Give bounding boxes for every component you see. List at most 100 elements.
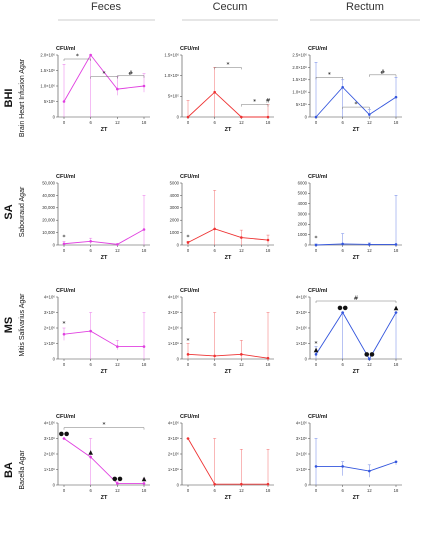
y-tick-label: 1.0×10⁶ — [164, 73, 179, 78]
y-axis-title: CFU/ml — [308, 46, 328, 52]
significance-label: * — [187, 338, 190, 345]
significance-bracket — [342, 106, 370, 110]
y-axis-title: CFU/ml — [308, 174, 328, 180]
data-point — [213, 90, 216, 94]
y-tick-label: 2×10⁶ — [296, 451, 307, 456]
x-tick-label: 12 — [115, 248, 120, 253]
y-tick-label: 2×10⁶ — [44, 325, 55, 330]
y-tick-label: 5000 — [170, 180, 180, 185]
data-point — [314, 465, 318, 468]
significance-label: # — [265, 97, 270, 104]
x-tick-label: 0 — [187, 362, 190, 367]
y-tick-label: 5000 — [298, 191, 308, 196]
chart-ba-cecum: 0 1×10⁶ 2×10⁶ 3×10⁶ 4×10⁶ 0 6 12 18 CFU/ml ZT — [168, 414, 274, 501]
x-axis-title: ZT — [225, 495, 232, 501]
y-tick-label: 1.0×10⁶ — [40, 83, 55, 88]
y-axis-title: CFU/ml — [56, 414, 76, 420]
row-label-sa-name: Sabouraud Agar — [19, 186, 26, 237]
x-tick-label: 0 — [315, 488, 318, 493]
significance-bracket — [214, 67, 242, 70]
y-tick-label: 5×10⁵ — [44, 99, 55, 104]
y-tick-label: 1×10⁶ — [44, 467, 55, 472]
y-axis-title: CFU/ml — [56, 46, 76, 52]
x-tick-label: 12 — [239, 248, 244, 253]
x-axis-title: ZT — [225, 369, 232, 375]
series-line — [315, 311, 397, 360]
series-line — [187, 91, 268, 118]
y-tick-label: 4×10⁶ — [296, 294, 307, 299]
y-axis-title: CFU/ml — [308, 288, 328, 294]
x-tick-label: 18 — [142, 248, 147, 253]
y-tick-label: 5×10⁵ — [296, 102, 307, 107]
y-axis-title: CFU/ml — [180, 46, 200, 52]
chart-ms-cecum: 0 1×10⁶ 2×10⁶ 3×10⁶ 4×10⁶ 0 6 12 18 CFU/ml ZT * — [168, 288, 274, 375]
chart-ba-rectum: 0 1×10⁶ 2×10⁶ 3×10⁶ 4×10⁶ 0 6 12 18 CFU/ml ZT — [296, 414, 402, 501]
x-tick-label: 6 — [213, 362, 216, 367]
y-axis-title: CFU/ml — [180, 414, 200, 420]
x-axis-title: ZT — [353, 369, 360, 375]
y-tick-label: 2000 — [298, 222, 308, 227]
y-tick-label: 6000 — [298, 180, 308, 185]
y-tick-label: 3×10⁶ — [296, 310, 307, 315]
point-mark: ▲ — [88, 449, 93, 456]
series-line — [63, 330, 144, 348]
row-label-ba-abbr: BA — [3, 462, 15, 478]
y-axis-title: CFU/ml — [56, 174, 76, 180]
significance-bracket — [315, 77, 343, 80]
x-tick-label: 6 — [213, 248, 216, 253]
chart-ba-feces: 0 1×10⁶ 2×10⁶ 3×10⁶ 4×10⁶ 0 6 12 18 CFU/ml ZT * ●● ▲ ●… — [44, 414, 150, 501]
x-axis-title: ZT — [101, 127, 108, 133]
data-point — [116, 345, 119, 348]
x-tick-label: 12 — [115, 120, 120, 125]
row-label-ms-abbr: MS — [3, 317, 15, 334]
point-mark: ▲ — [314, 346, 319, 353]
x-axis-title: ZT — [353, 255, 360, 261]
x-axis-title: ZT — [101, 255, 108, 261]
x-tick-label: 0 — [63, 120, 66, 125]
x-tick-label: 12 — [367, 120, 372, 125]
x-tick-label: 0 — [315, 248, 318, 253]
data-point — [142, 482, 146, 485]
data-point — [368, 113, 371, 116]
y-tick-label: 0 — [177, 482, 180, 487]
significance-bracket — [315, 300, 397, 303]
significance-label: * — [63, 320, 66, 327]
point-mark: ▲ — [394, 305, 399, 312]
data-point — [213, 227, 216, 231]
y-tick-label: 0 — [305, 482, 308, 487]
x-tick-label: 0 — [63, 248, 66, 253]
data-point — [314, 243, 318, 247]
column-header-rectum: Rectum — [346, 1, 384, 13]
y-tick-label: 3×10⁶ — [44, 310, 55, 315]
x-tick-label: 18 — [266, 488, 271, 493]
y-tick-label: 1×10⁶ — [296, 467, 307, 472]
x-tick-label: 6 — [341, 248, 344, 253]
data-point — [213, 354, 216, 358]
x-tick-label: 6 — [341, 362, 344, 367]
x-tick-label: 12 — [239, 120, 244, 125]
y-tick-label: 20,000 — [42, 218, 55, 223]
y-tick-label: 3×10⁶ — [44, 436, 55, 441]
data-point — [240, 482, 243, 486]
x-tick-label: 0 — [187, 248, 190, 253]
y-tick-label: 1000 — [170, 230, 180, 235]
data-point — [89, 53, 92, 57]
chart-ms-feces: 0 1×10⁶ 2×10⁶ 3×10⁶ 4×10⁶ 0 6 12 18 CFU/ml ZT * — [44, 288, 150, 375]
column-headers: Feces Cecum Rectum — [58, 1, 420, 21]
significance-label: * — [315, 235, 318, 242]
x-tick-label: 0 — [315, 120, 318, 125]
x-tick-label: 0 — [187, 488, 190, 493]
data-point — [116, 87, 119, 91]
point-mark: ●● — [59, 431, 69, 438]
y-tick-label: 50,000 — [42, 180, 55, 185]
point-mark: ●● — [364, 351, 374, 358]
data-point — [266, 115, 270, 119]
y-tick-label: 0 — [53, 242, 56, 247]
data-point — [142, 345, 146, 348]
x-tick-label: 18 — [394, 120, 399, 125]
chart-bhi-rectum: 0 5×10⁵ 1.0×10⁶ 1.5×10⁶ 2.0×10⁶ 2.5×10⁶ 0 6 12 18… — [292, 46, 402, 133]
data-point — [368, 243, 371, 246]
data-point — [394, 95, 398, 99]
data-point — [341, 242, 344, 246]
point-mark: ▲ — [142, 475, 147, 482]
